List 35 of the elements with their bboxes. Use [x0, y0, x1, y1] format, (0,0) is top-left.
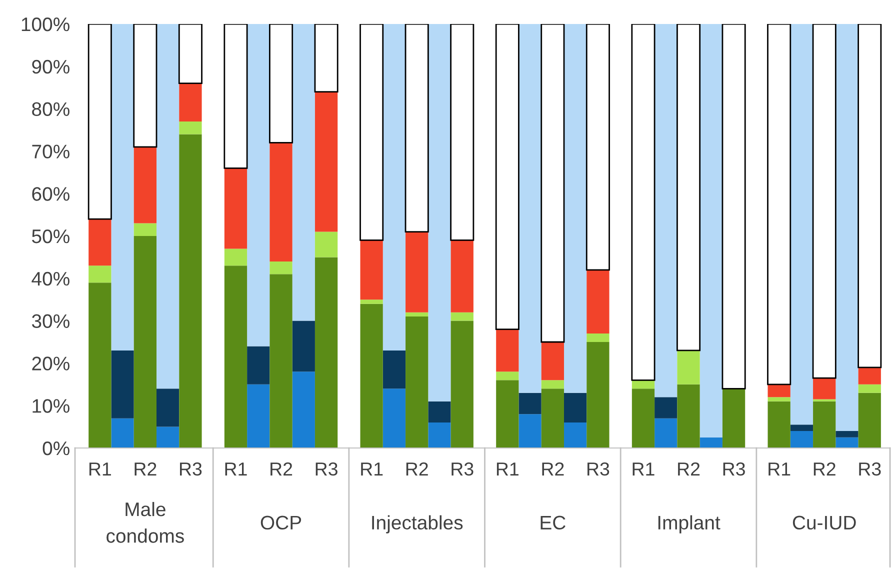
y-tick-label: 80% [32, 102, 70, 116]
x-tick-label: R1 [361, 462, 383, 476]
x-tick-label: R3 [316, 462, 338, 476]
x-tick-label: R3 [588, 462, 610, 476]
text: Male condoms [106, 502, 184, 543]
y-tick-label: 0% [42, 441, 70, 456]
x-tick-label: R1 [496, 462, 518, 476]
y-tick-label: 20% [32, 356, 70, 370]
x-tick-label: R2 [134, 462, 156, 476]
y-tick-label: 70% [32, 144, 70, 158]
x-tick-label: R1 [632, 462, 654, 476]
y-tick-label: 30% [32, 314, 70, 328]
y-tick-label: 50% [32, 229, 70, 244]
x-tick-label: R3 [452, 462, 474, 476]
x-tick-label: R2 [542, 462, 564, 476]
x-tick-label: R1 [768, 462, 790, 476]
text: OCP [260, 516, 302, 530]
text: Injectables [372, 515, 463, 534]
x-tick-label: R1 [89, 462, 111, 476]
y-tick-label: 100% [22, 17, 70, 32]
x-tick-label: R2 [678, 462, 700, 476]
y-tick-label: 90% [32, 60, 70, 74]
y-tick-label: 40% [32, 272, 70, 286]
text: Implant [658, 515, 720, 534]
y-tick-label: 10% [32, 399, 70, 413]
x-tick-label: R2 [270, 462, 292, 476]
x-tick-label: R3 [723, 462, 745, 476]
text: Cu-IUD [792, 516, 856, 530]
x-tick-label: R1 [225, 462, 247, 476]
x-tick-label: R2 [406, 462, 428, 476]
text: EC [540, 516, 566, 530]
x-tick-label: R3 [180, 462, 202, 476]
x-tick-label: R2 [814, 462, 836, 476]
x-tick-label: R3 [859, 462, 881, 476]
y-tick-label: 60% [32, 187, 70, 201]
